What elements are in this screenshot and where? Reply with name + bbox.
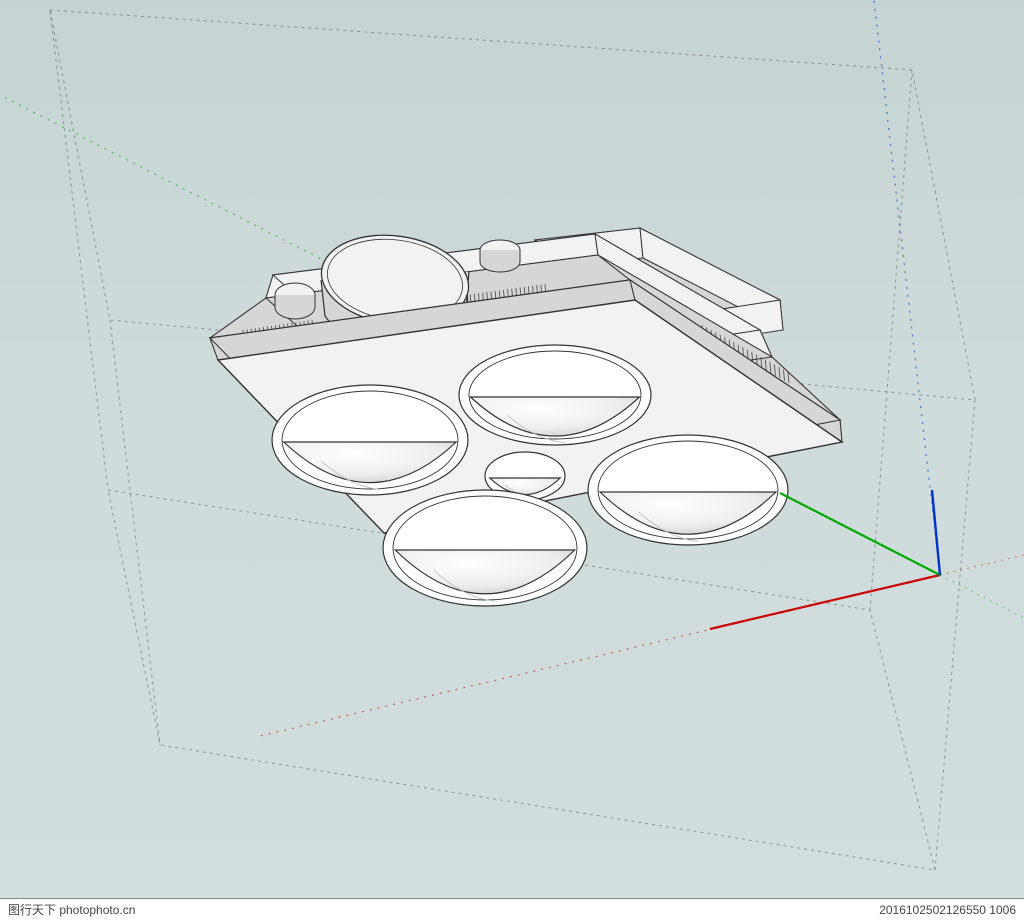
footer-site: 图行天下 photophoto.cn	[8, 901, 512, 918]
footer-timestamp: 2016102502126550 1006	[512, 903, 1016, 917]
watermark-footer: 图行天下 photophoto.cn 2016102502126550 1006	[0, 898, 1024, 920]
scene-svg[interactable]	[0, 0, 1024, 898]
viewport-3d[interactable]	[0, 0, 1024, 898]
